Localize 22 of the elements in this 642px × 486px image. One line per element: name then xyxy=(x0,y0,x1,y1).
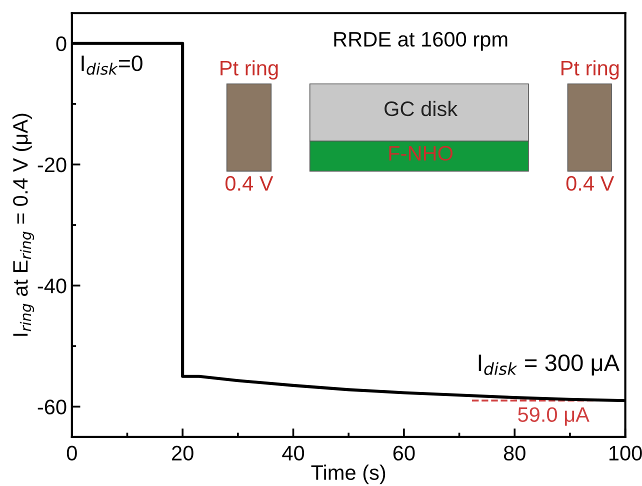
x-axis-title: Time (s) xyxy=(311,464,386,484)
annotation: Pt ring xyxy=(220,60,278,80)
x-tick-label: 0 xyxy=(66,446,77,461)
annotation: I$_{disk}$=0 xyxy=(82,55,142,75)
x-tick-label: 80 xyxy=(504,446,526,461)
x-tick-label: 40 xyxy=(282,446,304,461)
annotation: 0.4 V xyxy=(225,176,274,191)
x-tick-label: 100 xyxy=(610,446,642,461)
ref-line-label: 59.0 μA xyxy=(518,407,590,426)
y-tick-label: -40 xyxy=(38,278,66,294)
annotation: Pt ring xyxy=(561,60,619,80)
y-tick-label: -60 xyxy=(38,400,66,414)
annotation: I$_{disk}$ = 300 μA xyxy=(478,354,620,376)
y-axis-title: I$_{ring}$ at E$_{ring}$ = 0.4 V (μA) xyxy=(12,114,34,336)
x-tick-label: 60 xyxy=(393,446,415,461)
annotation: 0.4 V xyxy=(566,176,614,191)
annotation: GC disk xyxy=(384,100,458,116)
x-tick-label: 20 xyxy=(172,446,194,461)
annotation: RRDE at 1600 rpm xyxy=(334,32,508,51)
annotation: F-NHO xyxy=(389,146,453,161)
y-tick-label: -20 xyxy=(38,157,66,172)
y-tick-label: 0 xyxy=(56,36,66,52)
